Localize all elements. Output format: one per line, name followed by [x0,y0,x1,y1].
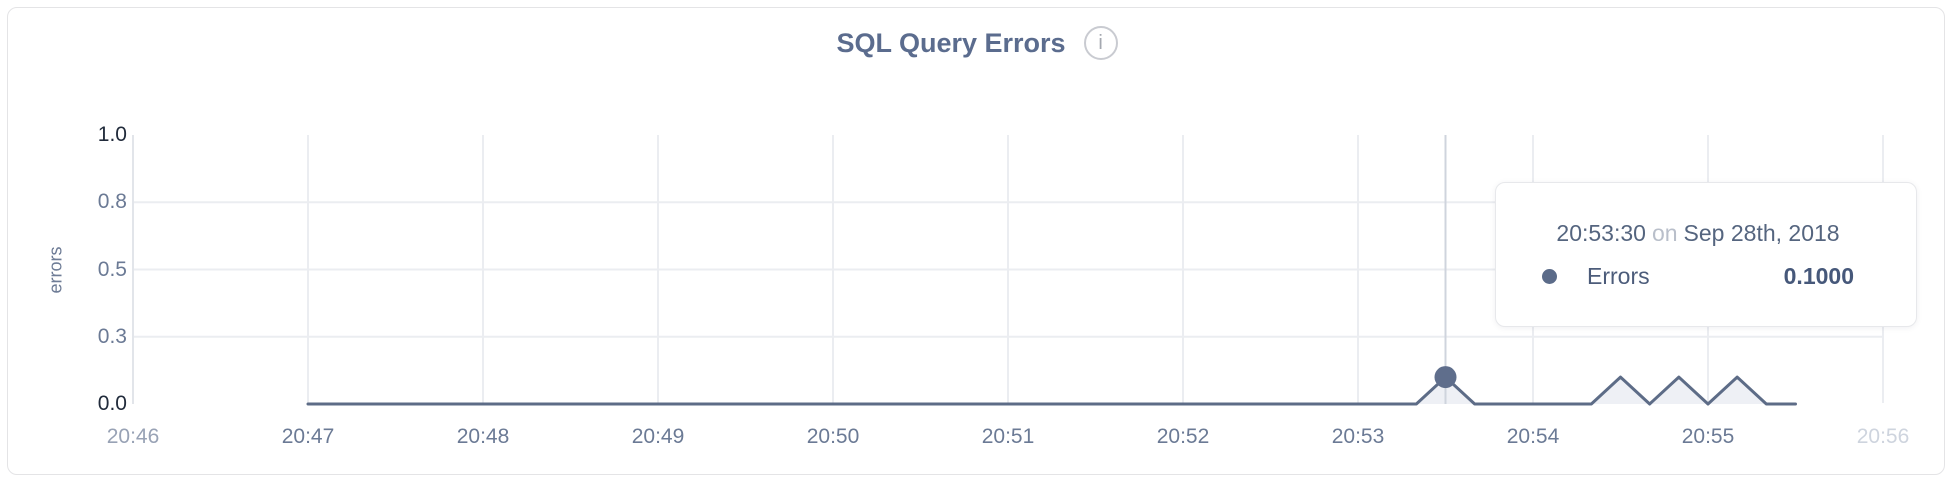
hover-point-dot [1434,366,1457,389]
tooltip-time: 20:53:30 [1556,219,1646,246]
series-area-fill [308,377,1796,404]
tooltip-series-row: Errors 0.1000 [1542,263,1854,290]
tooltip-series-dot-icon [1542,268,1557,284]
tooltip-date: Sep 28th, 2018 [1683,219,1840,246]
hover-tooltip: 20:53:30 on Sep 28th, 2018 Errors 0.1000 [1495,182,1917,327]
info-icon-glyph: i [1098,32,1103,54]
info-icon[interactable]: i [1083,26,1118,60]
tooltip-series-label: Errors [1587,262,1650,289]
tooltip-conjunction: on [1651,219,1678,246]
tooltip-timestamp-row: 20:53:30 on Sep 28th, 2018 [1542,220,1854,247]
tooltip-series-value: 0.1000 [1783,262,1854,289]
vertical-gridlines [307,135,1884,403]
series-line [306,375,1797,406]
